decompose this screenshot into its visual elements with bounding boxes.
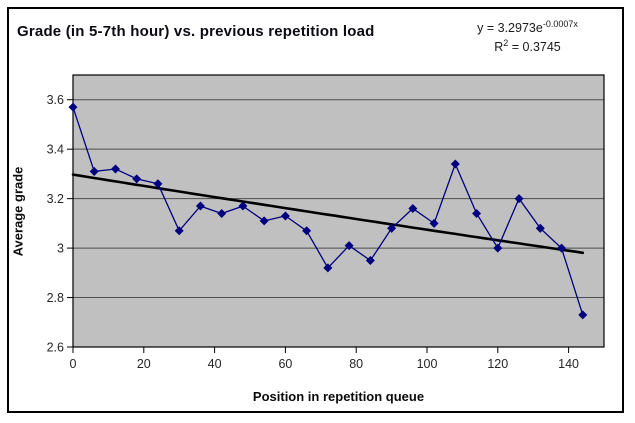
r-squared-line: R2 = 0.3745: [440, 38, 615, 57]
x-tick-label: 0: [70, 357, 77, 371]
data-point-marker: [429, 218, 439, 228]
data-point-marker: [153, 179, 163, 189]
trendline-equation: y = 3.2973e-0.0007x R2 = 0.3745: [440, 19, 615, 57]
data-point-marker: [472, 208, 482, 218]
plot-area: [73, 75, 604, 347]
data-point-marker: [89, 166, 99, 176]
data-point-marker: [493, 243, 503, 253]
data-point-marker: [578, 310, 588, 320]
data-point-marker: [365, 255, 375, 265]
x-tick-label: 20: [137, 357, 151, 371]
data-point-marker: [557, 243, 567, 253]
data-point-marker: [259, 216, 269, 226]
data-point-marker: [323, 263, 333, 273]
y-axis-title: Average grade: [10, 166, 26, 257]
y-tick-label: 2.6: [47, 341, 64, 355]
data-point-marker: [344, 241, 354, 251]
data-point-marker: [302, 226, 312, 236]
x-axis-title: Position in repetition queue: [252, 389, 425, 404]
data-point-marker: [535, 223, 545, 233]
y-tick-label: 3.2: [47, 192, 64, 206]
data-point-marker: [387, 223, 397, 233]
data-point-marker: [408, 204, 418, 214]
equation-prefix: y = 3.2973e: [477, 21, 543, 35]
x-tick-label: 120: [487, 357, 508, 371]
data-point-marker: [195, 201, 205, 211]
equation-exponent: -0.0007x: [542, 18, 578, 29]
x-tick-label: 80: [349, 357, 363, 371]
plot-border: [72, 74, 605, 348]
data-point-marker: [514, 194, 524, 204]
y-tick-label: 2.8: [47, 291, 64, 305]
y-tick-label: 3: [57, 242, 64, 256]
x-tick-label: 140: [558, 357, 579, 371]
r-squared-base: R: [494, 39, 504, 54]
data-point-marker: [280, 211, 290, 221]
r-squared-value: = 0.3745: [508, 39, 561, 54]
r-squared-sup: 2: [503, 37, 509, 48]
x-tick-label: 100: [417, 357, 438, 371]
y-tick-label: 3.4: [47, 143, 64, 157]
data-point-marker: [174, 226, 184, 236]
data-point-marker: [68, 102, 78, 112]
y-tick-label: 3.6: [47, 93, 64, 107]
data-point-marker: [110, 164, 120, 174]
data-point-marker: [217, 208, 227, 218]
x-tick-label: 40: [208, 357, 222, 371]
data-point-marker: [450, 159, 460, 169]
data-point-marker: [132, 174, 142, 184]
chart-title: Grade (in 5-7th hour) vs. previous repet…: [17, 23, 375, 40]
data-point-marker: [238, 201, 248, 211]
equation-line: y = 3.2973e-0.0007x: [440, 19, 615, 38]
x-tick-label: 60: [278, 357, 292, 371]
